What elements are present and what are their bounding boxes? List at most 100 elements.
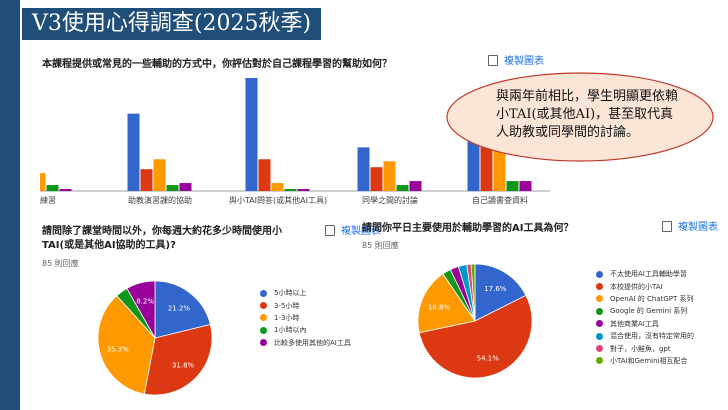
pie1-legend-item: 比較多使用其他的AI工具 [260, 337, 351, 349]
copy-icon [325, 225, 335, 236]
legend-label: 小TAI和Gemini相互配合 [610, 356, 688, 365]
callout-bubble [446, 72, 714, 162]
pie2-slice-label: 18.8% [428, 304, 451, 312]
slide-accent-bar [0, 0, 20, 410]
bar-5-s2 [480, 141, 493, 191]
bar-3-s2 [258, 159, 271, 191]
pie1-slice-label: 8.2% [136, 298, 154, 306]
legend-label: 1-3小時 [274, 313, 300, 322]
pie1-question: 請問除了課堂時間以外，你每週大約花多少時間使用小TAI(或是其他AI協助的工具)… [42, 226, 282, 251]
bar-chart: 作業練習 助教演習課的協助 與小TAI問答(或其他AI工具) 同學之間的討論 自己讀書查… [8, 77, 550, 205]
pie2-legend-item: 其他商業AI工具 [596, 318, 694, 330]
bar-2-s4 [166, 185, 179, 191]
pie1-slice-2 [143, 324, 213, 396]
legend-label: OpenAI 的 ChatGPT 系列 [610, 294, 694, 303]
legend-label: 3-5小時 [274, 301, 300, 310]
bar-category-label: 作業練習 [24, 195, 56, 205]
copy-pie1-button[interactable]: 複製圖表 [325, 222, 381, 237]
pie1-slice-label: 21.2% [168, 305, 191, 313]
copy-chart-label: 複製圖表 [504, 56, 544, 67]
pie2-responses: 85 則回應 [362, 241, 399, 250]
bar-3-s5 [297, 189, 310, 191]
pie1-slice-label: 31.8% [172, 362, 195, 370]
pie1-slice-label: 35.3% [107, 345, 130, 353]
bar-2-s1 [127, 113, 140, 191]
copy-chart-button[interactable]: 複製圖表 [488, 52, 544, 67]
legend-swatch [260, 289, 267, 297]
legend-swatch [260, 314, 267, 322]
legend-label: 其他商業AI工具 [610, 319, 659, 328]
copy-pie2-label: 複製圖表 [678, 222, 718, 233]
bar-4-s1 [357, 147, 370, 191]
pie2-legend: 不太使用AI工具輔助學習 本校提供的小TAI OpenAI 的 ChatGPT 系列… [596, 268, 694, 367]
pie1-slice-3 [97, 295, 156, 395]
legend-swatch [260, 326, 267, 334]
legend-swatch [596, 320, 603, 328]
pie2-legend-item: Google 的 Gemini 系列 [596, 305, 694, 317]
legend-label: 本校提供的小TAI [610, 282, 663, 291]
pie1-legend-item: 5小時以上 [260, 287, 351, 299]
legend-swatch [260, 302, 267, 310]
legend-label: 不太使用AI工具輔助學習 [610, 270, 687, 279]
pie1-legend-item: 3-5小時 [260, 299, 351, 311]
pie2-slice-1 [474, 263, 527, 322]
bar-1-s2 [21, 122, 33, 191]
bar-category-label: 與小TAI問答(或其他AI工具) [229, 195, 327, 205]
bar-3-s1 [245, 77, 258, 191]
bar-category-label: 助教演習課的協助 [128, 195, 192, 205]
bar-4-s3 [383, 161, 396, 191]
bar-5-s5 [519, 181, 532, 191]
legend-swatch [596, 270, 603, 278]
pie2-legend-item: 小TAI和Gemini相互配合 [596, 355, 694, 367]
pie2-slice-3 [417, 273, 476, 334]
legend-label: 1小時以內 [274, 326, 307, 335]
bar-chart-question: 本課程提供或常見的一些輔助的方式中，你評估對於自己課程學習的幫助如何？ [42, 59, 392, 70]
legend-swatch [596, 307, 603, 315]
copy-icon [662, 221, 672, 232]
pie2-legend-item: 本校提供的小TAI [596, 280, 694, 292]
pie1-legend: 5小時以上 3-5小時 1-3小時 1小時以內比較多使用其他的AI工具 [260, 287, 351, 349]
slide-title: V3使用心得調查(2025秋季) [22, 8, 322, 40]
legend-label: 對子，小鮭魚，gpt [610, 344, 671, 353]
pie2-slice-2 [418, 294, 533, 379]
pie1-slice-5 [126, 280, 156, 340]
pie1-responses: 85 則回應 [42, 259, 79, 268]
bar-3-s4 [284, 189, 297, 191]
pie2-legend-item: 對子，小鮭魚，gpt [596, 342, 694, 354]
bar-1-s1 [8, 112, 20, 191]
copy-pie2-button[interactable]: 複製圖表 [662, 218, 718, 233]
legend-label: 5小時以上 [274, 289, 307, 298]
bar-3-s3 [271, 183, 284, 191]
bar-4-s2 [370, 167, 383, 191]
pie2-slice-label: 54.1% [477, 355, 500, 363]
legend-swatch [596, 345, 603, 353]
pie1-slice-1 [154, 280, 211, 339]
bar-4-s5 [409, 181, 422, 191]
bar-1-s4 [46, 185, 59, 191]
callout-text: 與兩年前相比，學生明顯更依賴小TAI(或其他AI)，甚至取代真人助教或同學間的討… [496, 89, 679, 140]
pie2-legend-item: 不太使用AI工具輔助學習 [596, 268, 694, 280]
bar-2-s2 [140, 169, 153, 191]
pie2-legend-item: 混合使用，沒有特定常用的 [596, 330, 694, 342]
pie2-question: 請問你平日主要使用於輔助學習的AI工具為何？ [362, 223, 574, 234]
bar-1-s5 [59, 189, 72, 191]
bar-1-s3 [40, 173, 46, 191]
bar-5-s3 [493, 147, 506, 191]
legend-label: 混合使用，沒有特定常用的 [610, 332, 694, 341]
pie1-legend-item: 1小時以內 [260, 324, 351, 336]
bar-category-label: 同學之間的討論 [362, 195, 418, 205]
bar-5-s4 [506, 181, 519, 191]
bar-5-s1 [467, 139, 480, 191]
pie1-legend-item: 1-3小時 [260, 312, 351, 324]
bar-2-s5 [179, 183, 192, 191]
pie2-slice-8 [470, 263, 476, 322]
legend-swatch [260, 339, 267, 347]
legend-swatch [596, 295, 603, 303]
legend-swatch [596, 357, 603, 365]
legend-label: 比較多使用其他的AI工具 [274, 338, 351, 347]
legend-swatch [596, 332, 603, 340]
copy-icon [488, 55, 498, 66]
bar-4-s4 [396, 185, 409, 191]
pie2-legend-item: OpenAI 的 ChatGPT 系列 [596, 293, 694, 305]
bar-2-s3 [153, 159, 166, 191]
